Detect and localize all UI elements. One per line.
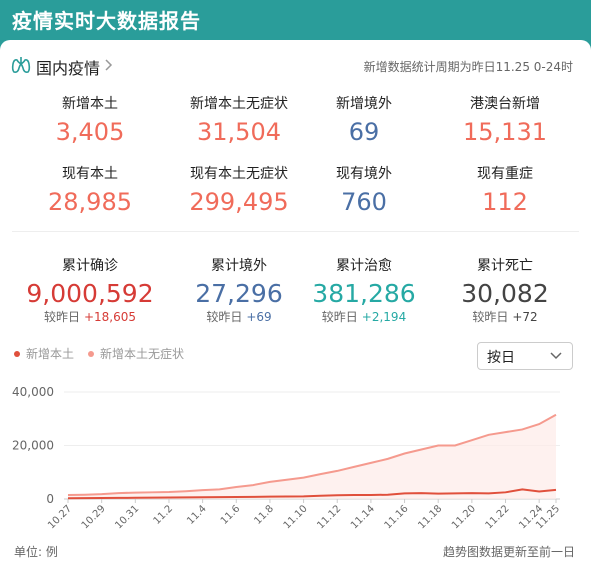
page-title: 疫情实时大数据报告 [12, 9, 201, 33]
stat-label: 现有境外 [336, 166, 392, 182]
legend-label: 新增本土无症状 [100, 347, 185, 361]
legend-dot [88, 350, 95, 357]
series-line-local [67, 488, 557, 500]
stat-label: 新增本土无症状 [190, 96, 288, 112]
stat-label: 现有本土无症状 [190, 166, 288, 182]
stat-row1-0: 新增本土 3,405 [15, 94, 165, 147]
period-select-value: 按日 [487, 350, 515, 366]
x-tick-label: 11.14 [349, 503, 377, 531]
stat-delta-label: 较昨日 [206, 310, 243, 324]
stat-value: 9,000,592 [26, 279, 154, 308]
stat-row1-1: 新增本土无症状 31,504 [164, 94, 314, 147]
stat-delta-value: +2,194 [361, 310, 407, 324]
stat-label: 累计确诊 [62, 258, 118, 274]
stat-value: 15,131 [463, 118, 547, 146]
unit-label: 单位: 例 [14, 545, 58, 559]
stat-label: 新增本土 [62, 96, 118, 112]
stat-row2-1: 现有本土无症状 299,495 [164, 164, 314, 217]
x-tick-label: 11.12 [315, 503, 343, 531]
y-tick-label: 20,000 [12, 439, 54, 453]
stat-value: 3,405 [55, 118, 125, 146]
stat-value: 760 [341, 188, 387, 216]
stat-value: 28,985 [48, 188, 132, 216]
x-tick-label: 11.8 [253, 503, 277, 527]
legend-label: 新增本土 [26, 347, 75, 361]
x-tick-label: 11.22 [484, 503, 512, 531]
x-tick-label: 10.29 [80, 503, 108, 531]
stat-value: 30,082 [461, 279, 549, 308]
stat-value: 31,504 [197, 118, 281, 146]
update-note: 趋势图数据更新至前一日 [442, 545, 575, 559]
legend-dot [14, 350, 20, 357]
stat-value: 112 [482, 188, 528, 216]
stat-label: 现有重症 [477, 166, 533, 182]
stat-value: 27,296 [195, 279, 283, 308]
stat-delta: 较昨日 +2,194 [289, 309, 439, 325]
stat-delta: 较昨日 +72 [430, 309, 580, 325]
lung-icon [11, 57, 31, 73]
stat-delta-value: +69 [246, 310, 272, 324]
stat-delta-value: +18,605 [83, 310, 137, 324]
stat-delta-label: 较昨日 [43, 310, 80, 324]
x-tick-label: 11.6 [219, 503, 243, 527]
stat-label: 港澳台新增 [470, 96, 540, 112]
trend-chart: 0 20,000 40,000 10.27 10.29 10.31 11.2 11.4 11.6… [12, 385, 562, 531]
stat-label: 现有本土 [62, 166, 118, 182]
stat-row3-1: 累计境外 27,296 较昨日 +69 [164, 256, 314, 325]
stat-value: 381,286 [312, 279, 416, 308]
period-select[interactable]: 按日 [477, 342, 573, 370]
stat-label: 新增境外 [336, 96, 392, 112]
x-tick-label: 11.2 [152, 503, 176, 527]
stat-row1-3: 港澳台新增 15,131 [430, 94, 580, 147]
x-tick-label: 11.16 [383, 503, 411, 531]
y-tick-label: 0 [46, 492, 54, 506]
stat-row3-3: 累计死亡 30,082 较昨日 +72 [430, 256, 580, 325]
stat-delta-value: +72 [512, 310, 538, 324]
stat-label: 累计死亡 [477, 258, 533, 274]
stat-row3-2: 累计治愈 381,286 较昨日 +2,194 [289, 256, 439, 325]
y-tick-label: 40,000 [12, 385, 54, 399]
x-tick-label: 11.10 [282, 503, 310, 531]
page-header: 疫情实时大数据报告 [0, 0, 591, 40]
chevron-down-icon [550, 352, 562, 360]
x-tick-label: 11.18 [416, 503, 444, 531]
stat-delta-label: 较昨日 [321, 310, 358, 324]
x-tick-label: 10.31 [113, 503, 141, 531]
x-tick-label: 11.20 [450, 503, 478, 531]
divider [12, 231, 579, 232]
x-tick-label: 11.4 [185, 503, 209, 527]
stat-label: 累计治愈 [336, 258, 392, 274]
stat-row3-0: 累计确诊 9,000,592 较昨日 +18,605 [15, 256, 165, 325]
stat-row2-3: 现有重症 112 [430, 164, 580, 217]
stat-row2-2: 现有境外 760 [289, 164, 439, 217]
domestic-epidemic-card: 国内疫情 新增数据统计周期为昨日11.25 0-24时 新增本土 3,405 新增本… [0, 40, 591, 565]
chart-legend: 新增本土 新增本土无症状 [14, 345, 198, 362]
series-line-asymptomatic [67, 413, 557, 496]
x-tick-label: 10.27 [46, 503, 74, 531]
legend-item-asymptomatic[interactable]: 新增本土无症状 [88, 345, 184, 362]
stat-delta: 较昨日 +69 [164, 309, 314, 325]
stat-delta: 较昨日 +18,605 [15, 309, 165, 325]
stat-label: 累计境外 [211, 258, 267, 274]
legend-item-local[interactable]: 新增本土 [14, 345, 74, 362]
stat-row1-2: 新增境外 69 [289, 94, 439, 147]
chevron-right-icon[interactable] [104, 58, 114, 72]
section-title[interactable]: 国内疫情 [36, 59, 101, 78]
stat-delta-label: 较昨日 [472, 310, 509, 324]
card-header[interactable]: 国内疫情 新增数据统计周期为昨日11.25 0-24时 [0, 40, 591, 90]
stat-row2-0: 现有本土 28,985 [15, 164, 165, 217]
stats-period-note: 新增数据统计周期为昨日11.25 0-24时 [363, 60, 573, 74]
series-area-asymptomatic [68, 414, 556, 499]
stat-value: 69 [348, 118, 380, 146]
stat-value: 299,495 [189, 188, 289, 216]
